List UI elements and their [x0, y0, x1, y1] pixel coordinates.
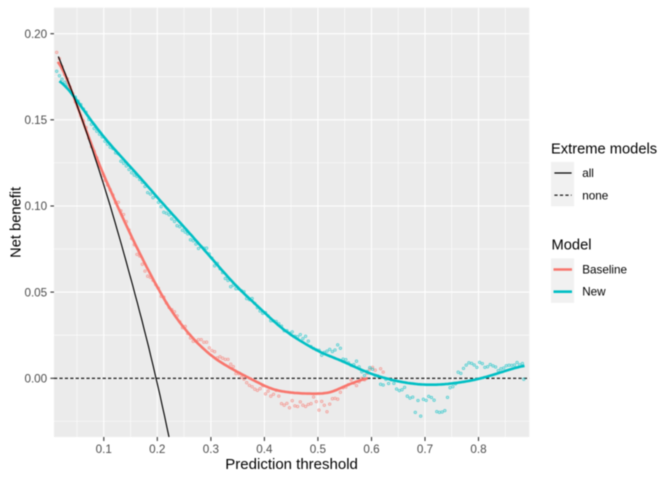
svg-text:0.2: 0.2 — [149, 443, 165, 456]
svg-text:0.05: 0.05 — [24, 286, 47, 299]
svg-text:Model: Model — [552, 237, 592, 253]
svg-text:New: New — [582, 286, 606, 299]
svg-text:0.5: 0.5 — [310, 443, 327, 456]
svg-text:0.20: 0.20 — [24, 28, 47, 41]
svg-text:none: none — [582, 189, 608, 202]
svg-text:0.3: 0.3 — [203, 443, 219, 456]
svg-text:Extreme models: Extreme models — [551, 141, 657, 157]
svg-text:0.6: 0.6 — [363, 443, 379, 456]
svg-text:0.00: 0.00 — [24, 373, 47, 386]
svg-text:0.4: 0.4 — [256, 443, 273, 456]
svg-text:Net benefit: Net benefit — [9, 187, 25, 258]
svg-text:Prediction threshold: Prediction threshold — [225, 456, 358, 473]
svg-text:0.7: 0.7 — [417, 443, 433, 456]
svg-text:0.8: 0.8 — [470, 443, 486, 456]
svg-text:Baseline: Baseline — [582, 263, 627, 276]
svg-text:0.1: 0.1 — [96, 443, 112, 456]
svg-text:0.15: 0.15 — [24, 114, 47, 127]
svg-text:0.10: 0.10 — [24, 200, 47, 213]
svg-text:all: all — [582, 167, 594, 180]
